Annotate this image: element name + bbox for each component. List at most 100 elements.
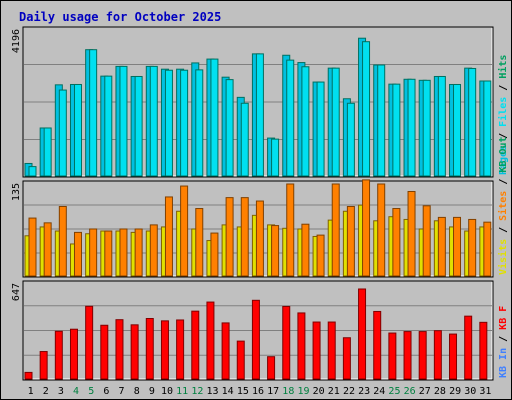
bar-sites xyxy=(377,183,386,277)
bar-kb-f xyxy=(373,310,382,380)
bar-sites xyxy=(164,196,173,277)
bar-kb-f xyxy=(342,337,351,380)
day-label: 21 xyxy=(328,386,340,397)
day-label: 11 xyxy=(176,386,188,397)
day-label: 26 xyxy=(404,386,416,397)
bar-kb-f xyxy=(418,331,427,380)
bar-kb-f xyxy=(100,324,109,380)
bar-kb-f xyxy=(312,321,321,380)
bar-files xyxy=(468,67,477,177)
bar-kb-f xyxy=(145,318,154,380)
day-label: 2 xyxy=(43,386,49,397)
bar-kb-f xyxy=(449,333,458,380)
bar-sites xyxy=(286,183,295,277)
bar-files xyxy=(483,80,492,177)
legend-entry-kb-out: KB Out xyxy=(498,137,509,173)
bar-files xyxy=(240,102,249,177)
bar-kb-f xyxy=(433,330,442,380)
bar-files xyxy=(149,65,158,177)
bar-files xyxy=(392,83,401,177)
bar-sites xyxy=(28,217,37,277)
day-label: 14 xyxy=(222,386,234,397)
bar-sites xyxy=(119,228,128,277)
bar-kb-f xyxy=(54,330,63,380)
bar-files xyxy=(164,69,173,177)
day-label: 30 xyxy=(464,386,476,397)
day-label: 10 xyxy=(161,386,173,397)
day-label: 28 xyxy=(434,386,446,397)
bar-kb-f xyxy=(191,310,200,380)
panel-legend: KB In / KB F xyxy=(498,306,509,378)
day-label: 24 xyxy=(373,386,385,397)
panel-max-label: 647 xyxy=(11,283,22,301)
bar-sites xyxy=(407,190,416,277)
bar-files xyxy=(316,81,325,177)
bar-sites xyxy=(301,223,310,277)
bar-files xyxy=(331,67,340,177)
legend-separator: / xyxy=(498,79,509,97)
day-label: 6 xyxy=(103,386,109,397)
bar-files xyxy=(89,49,98,177)
bar-sites xyxy=(316,234,325,277)
bar-files xyxy=(422,79,431,177)
bar-files xyxy=(407,78,416,177)
legend-separator: / xyxy=(498,173,509,191)
bar-files xyxy=(362,41,371,177)
bar-files xyxy=(119,65,128,177)
panel-max-label: 4196 xyxy=(11,29,22,53)
legend-separator: / xyxy=(498,127,509,145)
bar-kb-f xyxy=(388,332,397,380)
bar-sites xyxy=(43,222,52,277)
bar-files xyxy=(437,75,446,177)
bar-kb-f xyxy=(115,319,124,380)
day-label: 29 xyxy=(449,386,461,397)
panel-legend: Pages / Files / Hits xyxy=(497,55,509,175)
bar-kb-f xyxy=(358,288,367,380)
bar-files xyxy=(104,75,113,177)
bar-kb-f xyxy=(39,351,48,380)
legend-entry-kb-f: KB F xyxy=(498,306,509,330)
legend-entry-kb-in: KB In xyxy=(498,348,509,378)
bar-kb-f xyxy=(85,305,94,380)
day-label: 23 xyxy=(358,386,370,397)
bar-kb-f xyxy=(464,315,473,380)
bar-files xyxy=(255,53,264,177)
bar-sites xyxy=(331,183,340,277)
bar-sites xyxy=(271,225,280,277)
bar-kb-f xyxy=(206,301,215,380)
legend-entry-hits: Hits xyxy=(497,55,509,79)
bar-kb-f xyxy=(327,321,336,380)
bar-files xyxy=(271,138,280,177)
panel-max-label: 135 xyxy=(11,183,22,201)
day-label: 17 xyxy=(267,386,279,397)
bar-sites xyxy=(210,232,219,277)
day-label: 7 xyxy=(119,386,125,397)
day-label: 19 xyxy=(297,386,309,397)
bar-files xyxy=(210,58,219,177)
panel-kbytes: 647 KB In / KB F xyxy=(11,280,509,381)
bar-sites xyxy=(392,208,401,277)
bar-kb-f xyxy=(221,322,230,380)
bar-sites xyxy=(362,179,371,277)
bar-kb-f xyxy=(251,299,260,380)
legend-entry-files: Files xyxy=(497,97,509,127)
bar-sites xyxy=(89,228,98,277)
bar-sites xyxy=(422,205,431,277)
chart-title: Daily usage for October 2025 xyxy=(19,10,221,24)
legend-separator: / xyxy=(498,221,509,239)
bar-files xyxy=(73,83,82,177)
bar-kb-f xyxy=(24,371,33,380)
bar-files xyxy=(301,66,310,177)
day-label: 20 xyxy=(313,386,325,397)
panel-legend: Visits / Sites / KB Out xyxy=(497,137,509,275)
bar-files xyxy=(180,69,189,177)
day-label: 22 xyxy=(343,386,355,397)
panel-traffic: 4196 Pages / Files / Hits xyxy=(11,26,509,178)
bar-sites xyxy=(195,208,204,277)
bar-files xyxy=(377,64,386,177)
legend-entry-visits: Visits xyxy=(497,239,509,275)
bar-files xyxy=(346,102,355,177)
bar-sites xyxy=(346,205,355,277)
day-label: 8 xyxy=(134,386,140,397)
